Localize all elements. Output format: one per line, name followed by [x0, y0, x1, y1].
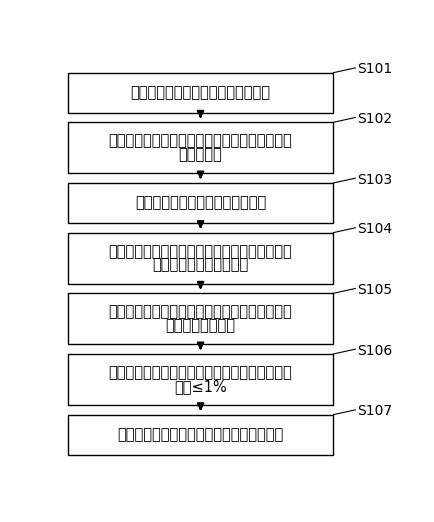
- Text: 制在≤1%: 制在≤1%: [174, 379, 227, 394]
- Text: S105: S105: [357, 283, 392, 297]
- Text: S102: S102: [357, 112, 392, 126]
- Text: 将经干燥的坯管进行高温烧结，得陶瓷辊棒: 将经干燥的坯管进行高温烧结，得陶瓷辊棒: [118, 427, 284, 442]
- Text: 在所述基质料、骨料中加入水，并进行球磨处理: 在所述基质料、骨料中加入水，并进行球磨处理: [108, 134, 293, 148]
- Bar: [68, 233, 333, 283]
- Bar: [68, 354, 333, 405]
- Text: 将所述坯管进行干燥处理，干燥后坯管的水分控: 将所述坯管进行干燥处理，干燥后坯管的水分控: [108, 365, 293, 380]
- Text: 将所述泥料通过真空螺旋挤出机进行塑性挤出成: 将所述泥料通过真空螺旋挤出机进行塑性挤出成: [108, 304, 293, 319]
- Text: S107: S107: [357, 405, 392, 419]
- Text: 将骨料和基质料按配方分别配料混合: 将骨料和基质料按配方分别配料混合: [131, 85, 270, 100]
- Bar: [68, 122, 333, 173]
- Text: S104: S104: [357, 222, 392, 236]
- Text: 将所述浆料通过压滤工艺制成泥饼: 将所述浆料通过压滤工艺制成泥饼: [135, 195, 266, 210]
- Text: 型处理，得到坯管: 型处理，得到坯管: [165, 318, 236, 333]
- Bar: [68, 414, 333, 455]
- Text: 在所述泥饼中加入树脂，利用真空练泥机进行两: 在所述泥饼中加入树脂，利用真空练泥机进行两: [108, 244, 293, 259]
- Text: ，得到浆料: ，得到浆料: [179, 147, 223, 162]
- Bar: [68, 293, 333, 344]
- Text: S106: S106: [357, 344, 392, 358]
- Bar: [68, 73, 333, 113]
- Text: S101: S101: [357, 63, 392, 76]
- Bar: [68, 183, 333, 223]
- Text: S103: S103: [357, 173, 392, 187]
- Text: 次以上练泥，得到泥料，: 次以上练泥，得到泥料，: [152, 257, 249, 272]
